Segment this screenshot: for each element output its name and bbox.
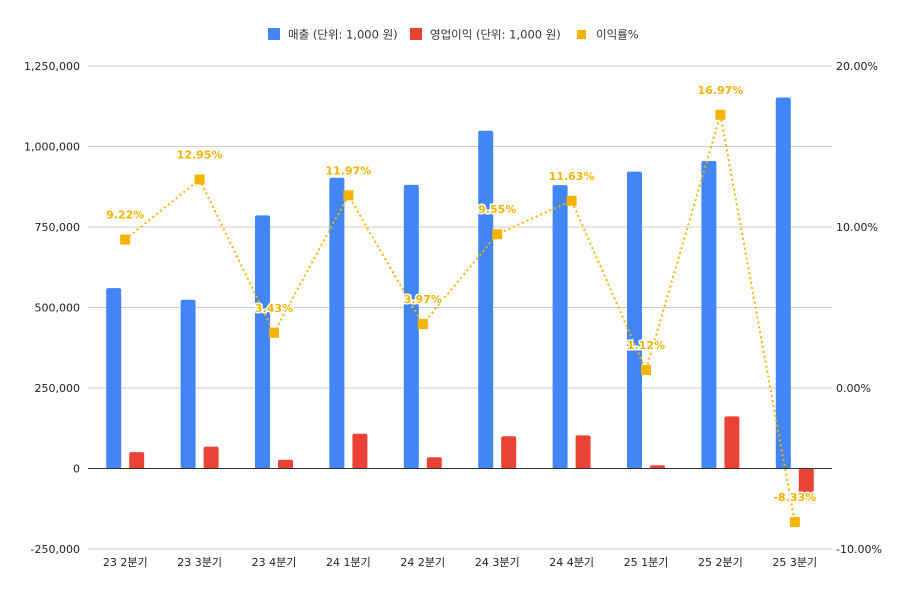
operating-profit-bar	[798, 468, 814, 500]
left-tick-label: 250,000	[35, 382, 81, 395]
x-tick-label: 24 1분기	[326, 556, 371, 569]
left-tick-label: 0	[73, 463, 80, 476]
right-tick-label: 20.00%	[836, 60, 878, 73]
revenue-bar	[180, 299, 196, 469]
left-axis-tick-labels: -250,000 0 250,000 500,000 750,000 1,000,000 1…	[24, 60, 80, 556]
legend-swatch	[577, 30, 586, 39]
x-tick-label: 25 2분기	[698, 556, 743, 569]
x-tick-label: 24 3분기	[475, 556, 520, 569]
margin-data-label: -8.33%	[773, 491, 816, 504]
revenue-bar	[775, 97, 791, 469]
revenue-bar	[403, 184, 419, 469]
x-tick-label: 23 4분기	[252, 556, 297, 569]
x-tick-label: 25 1분기	[624, 556, 669, 569]
revenue-bar	[478, 130, 494, 469]
margin-data-label: 3.97%	[404, 293, 442, 306]
margin-point	[343, 190, 354, 201]
operating-profit-bar	[129, 452, 145, 469]
margin-data-label: 9.55%	[478, 203, 516, 216]
x-tick-label: 23 2분기	[103, 556, 148, 569]
margin-point	[269, 327, 279, 338]
x-tick-label: 24 2분기	[400, 556, 445, 569]
legend: 매출 (단위: 1,000 원) 영업이익 (단위: 1,000 원) 이익률%	[268, 28, 639, 42]
x-tick-label: 24 4분기	[549, 556, 594, 569]
right-tick-label: -10.00%	[836, 543, 882, 556]
margin-data-label: 16.97%	[697, 84, 743, 97]
margin-point	[417, 319, 428, 330]
left-tick-label: 750,000	[35, 221, 81, 234]
left-tick-label: 1,000,000	[24, 141, 80, 154]
operating-profit-bar	[352, 433, 368, 469]
operating-profit-bar	[575, 435, 591, 469]
x-tick-label: 25 3분기	[772, 556, 817, 569]
operating-profit-bar	[501, 436, 517, 469]
data-labels: 9.22% 12.95% 3.43% 11.97% 3.97% 9.55% 11.63% 1.…	[105, 82, 818, 505]
right-tick-label: 0.00%	[836, 382, 871, 395]
right-axis-tick-labels: -10.00% 0.00% 10.00% 20.00%	[836, 60, 882, 556]
legend-swatch	[268, 28, 280, 40]
legend-label: 매출 (단위: 1,000 원)	[288, 28, 398, 42]
margin-data-label: 3.43%	[255, 302, 293, 315]
revenue-bar	[329, 177, 345, 469]
operating-profit-bar	[724, 416, 740, 469]
revenue-bar	[552, 185, 568, 469]
margin-data-label: 1.12%	[627, 339, 665, 352]
revenue-bar	[106, 288, 122, 469]
margin-data-label: 9.22%	[106, 209, 144, 222]
margin-point	[194, 174, 205, 185]
operating-profit-bar	[203, 446, 219, 469]
operating-profit-bar	[650, 465, 665, 469]
revenue-bar	[627, 171, 642, 469]
margin-point	[789, 517, 800, 528]
operating-profit-bar	[278, 459, 293, 469]
margin-data-label: 11.97%	[325, 164, 371, 177]
x-tick-label: 23 3분기	[177, 556, 222, 569]
legend-swatch	[410, 28, 422, 40]
left-tick-label: 1,250,000	[24, 60, 80, 73]
left-tick-label: -250,000	[31, 543, 80, 556]
gridlines	[88, 65, 832, 550]
line-series-margin	[120, 109, 800, 528]
margin-point	[492, 229, 503, 240]
revenue-bar	[701, 160, 717, 469]
margin-data-label: 11.63%	[549, 170, 595, 183]
x-axis-tick-labels: 23 2분기 23 3분기 23 4분기 24 1분기 24 2분기 24 3분기 24 4…	[103, 556, 817, 569]
margin-line	[124, 114, 796, 523]
left-tick-label: 500,000	[35, 302, 81, 315]
right-tick-label: 10.00%	[836, 221, 878, 234]
margin-point	[566, 195, 577, 206]
revenue-bar	[255, 215, 270, 469]
margin-point	[715, 109, 726, 120]
margin-data-label: 12.95%	[177, 149, 223, 162]
margin-point	[120, 234, 131, 245]
legend-label: 영업이익 (단위: 1,000 원)	[430, 28, 561, 42]
legend-label: 이익률%	[596, 28, 639, 42]
bar-series	[106, 97, 814, 500]
margin-point	[641, 364, 651, 375]
operating-profit-bar	[426, 457, 442, 469]
